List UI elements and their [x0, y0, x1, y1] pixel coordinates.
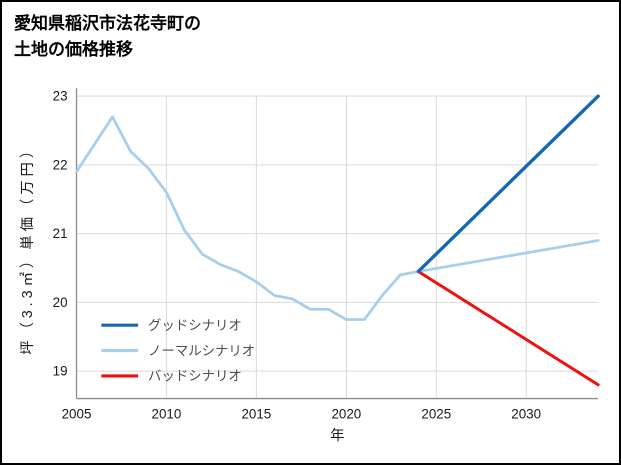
- x-tick-label: 2030: [511, 406, 541, 421]
- legend-label-bad: バッドシナリオ: [148, 369, 242, 384]
- series-line-bad: [416, 269, 600, 387]
- x-tick-label: 2015: [241, 406, 271, 421]
- y-tick-label: 20: [53, 295, 68, 310]
- y-axis-label: 坪（3.3㎡）単価（万円）: [19, 140, 36, 355]
- y-tick-label: 21: [53, 226, 68, 241]
- x-tick-label: 2010: [152, 406, 182, 421]
- y-tick-label: 22: [53, 157, 68, 172]
- x-tick-label: 2025: [421, 406, 451, 421]
- x-axis-label: 年: [330, 427, 344, 444]
- series-line-good: [416, 94, 600, 274]
- x-tick-label: 2020: [331, 406, 361, 421]
- x-tick-label: 2005: [62, 406, 92, 421]
- y-tick-label: 19: [53, 364, 68, 379]
- legend-label-normal: ノーマルシナリオ: [148, 343, 255, 358]
- series-line-normal: [75, 115, 600, 321]
- legend-label-good: グッドシナリオ: [148, 318, 242, 333]
- y-tick-label: 23: [53, 89, 68, 104]
